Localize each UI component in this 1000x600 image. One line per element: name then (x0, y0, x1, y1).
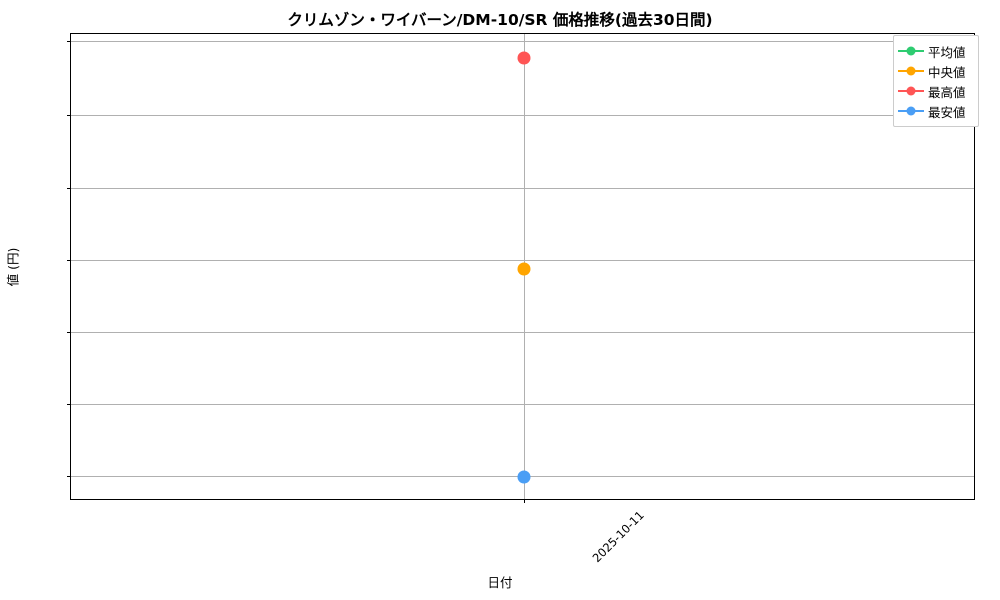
data-point-median[interactable] (517, 262, 531, 276)
legend-marker-median-icon (898, 64, 924, 78)
y-tick-mark-5000 (67, 188, 71, 189)
x-tick-label-2025-10-11: 2025-10-11 (589, 508, 647, 566)
legend-marker-average-icon (898, 44, 924, 58)
chart-legend[interactable]: 平均値 中央値 最高値 最安値 (893, 35, 979, 127)
y-tick-mark-5500 (67, 115, 71, 116)
data-point-max[interactable] (517, 51, 531, 65)
y-axis-label: 値 (円) (5, 247, 21, 287)
x-axis-label: 日付 (487, 575, 513, 590)
legend-label-max: 最高値 (928, 84, 966, 100)
plot-area (67, 33, 975, 503)
gridline-y-3500 (71, 404, 974, 405)
y-tick-mark-3500 (67, 404, 71, 405)
legend-label-min: 最安値 (928, 104, 966, 120)
y-tick-mark-6000 (67, 41, 71, 42)
gridline-y-5000 (71, 188, 974, 189)
gridline-y-4000 (71, 332, 974, 333)
x-tick-mark-2025-10-11 (524, 499, 525, 503)
gridline-y-6000 (71, 41, 974, 42)
y-tick-mark-3000 (67, 476, 71, 477)
data-point-min[interactable] (517, 470, 531, 484)
legend-item-average[interactable]: 平均値 (898, 41, 974, 61)
legend-item-max[interactable]: 最高値 (898, 81, 974, 101)
legend-marker-min-icon (898, 104, 924, 118)
chart-title: クリムゾン・ワイバーン/DM-10/SR 価格推移(過去30日間) (287, 11, 713, 29)
legend-marker-max-icon (898, 84, 924, 98)
y-axis-label-container: 値 (円) (0, 0, 24, 600)
legend-item-median[interactable]: 中央値 (898, 61, 974, 81)
gridline-y-5500 (71, 115, 974, 116)
y-tick-mark-4500 (67, 260, 71, 261)
y-tick-mark-4000 (67, 332, 71, 333)
gridline-y-4500 (71, 260, 974, 261)
legend-item-min[interactable]: 最安値 (898, 101, 974, 121)
legend-label-average: 平均値 (928, 44, 966, 60)
legend-label-median: 中央値 (928, 64, 966, 80)
